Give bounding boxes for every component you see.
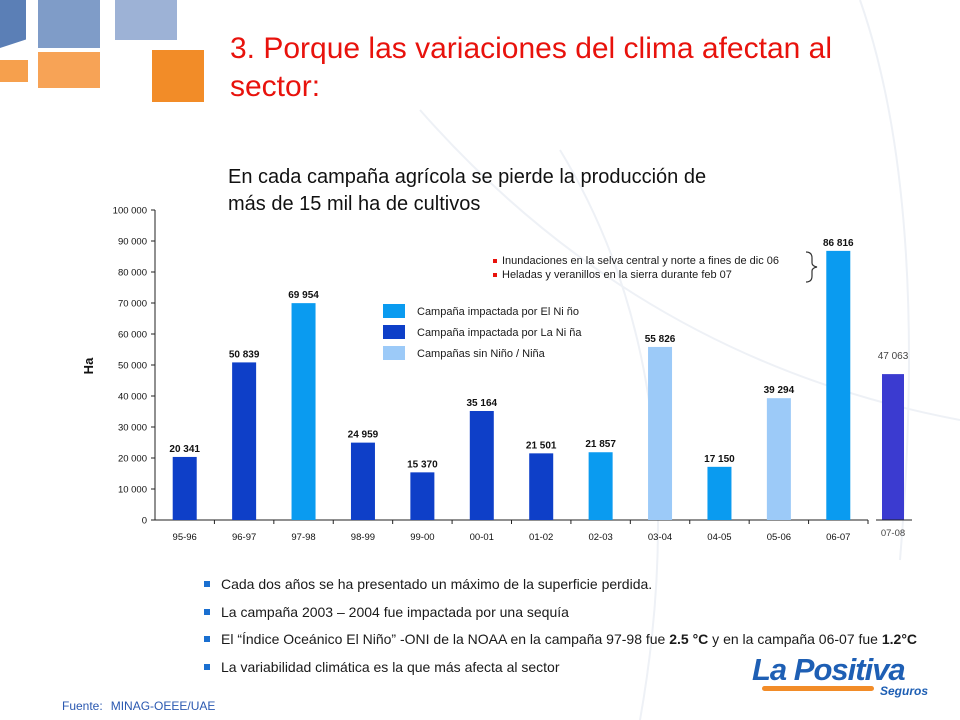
x-tick-label: 01-02 xyxy=(529,532,553,543)
y-tick-label: 0 xyxy=(142,516,147,527)
bar-value-label: 39 294 xyxy=(764,385,795,396)
source-label: Fuente: xyxy=(62,699,103,713)
bullet-marker-icon xyxy=(204,636,210,642)
legend-label: Campaña impactada por El Ni ño xyxy=(417,306,580,318)
annotation-bullet xyxy=(493,273,497,278)
bar xyxy=(648,346,673,520)
bar-value-label: 24 959 xyxy=(348,430,379,441)
y-tick-label: 70 000 xyxy=(118,299,147,310)
x-tick-label: 06-07 xyxy=(826,532,850,543)
y-tick-label: 80 000 xyxy=(118,268,147,279)
x-tick-label: 98-99 xyxy=(351,532,375,543)
bar-extra-value-label: 47 063 xyxy=(878,351,909,362)
x-tick-label: 99-00 xyxy=(410,532,434,543)
bullet-marker-icon xyxy=(204,663,210,670)
bar-value-label: 21 857 xyxy=(585,439,616,450)
bar-value-label: 35 164 xyxy=(466,398,497,409)
bullet-text: El “Índice Oceánico El Niño” -ONI de la … xyxy=(221,631,670,647)
logo-swoosh xyxy=(762,686,874,691)
bullet-text: La campaña 2003 – 2004 fue impactada por… xyxy=(221,603,569,620)
y-tick-label: 30 000 xyxy=(118,423,147,434)
deco-square-orange-1 xyxy=(0,60,28,82)
x-tick-label: 03-04 xyxy=(648,532,672,543)
bullet-text: 2.5 °C xyxy=(669,631,709,647)
bar xyxy=(826,250,851,520)
x-tick-label: 05-06 xyxy=(767,532,791,543)
deco-square-orange-3 xyxy=(152,50,204,102)
y-tick-label: 20 000 xyxy=(118,454,147,465)
bar xyxy=(588,452,613,520)
y-tick-label: 100 000 xyxy=(113,206,147,217)
x-tick-label: 02-03 xyxy=(588,532,612,543)
bar-value-label: 15 370 xyxy=(407,459,438,470)
bar xyxy=(410,472,435,520)
logo-sub-text: Seguros xyxy=(880,684,929,698)
bullet-item: Cada dos años se ha presentado un máximo… xyxy=(204,575,924,593)
source-note: Fuente: MINAG-OEEE/UAE xyxy=(62,699,223,713)
deco-square-blue-3 xyxy=(115,0,177,40)
bar xyxy=(172,456,197,520)
bar-value-label: 21 501 xyxy=(526,440,557,451)
page-title: 3. Porque las variaciones del clima afec… xyxy=(230,32,832,103)
bullet-marker-icon xyxy=(204,608,210,615)
legend-label: Campaña impactada por La Ni ña xyxy=(417,327,582,339)
bar-value-label: 17 150 xyxy=(704,454,735,465)
bar-value-label: 86 816 xyxy=(823,238,854,249)
bullet-text: Cada dos años se ha presentado un máximo… xyxy=(221,576,653,592)
bar xyxy=(529,453,554,520)
annotation-frost: Heladas y veranillos en la sierra durant… xyxy=(493,269,732,282)
bullet-text: 1.2°C xyxy=(881,631,918,647)
y-axis-label: Ha xyxy=(81,357,96,374)
legend-swatch xyxy=(383,346,405,360)
bar xyxy=(232,362,257,520)
y-tick-label: 10 000 xyxy=(118,485,147,496)
deco-square-orange-2 xyxy=(38,52,100,88)
bar-value-label: 50 839 xyxy=(229,349,260,360)
bar-value-label: 69 954 xyxy=(288,290,319,301)
y-tick-label: 60 000 xyxy=(118,330,147,341)
bullet-list: Cada dos años se ha presentado un máximo… xyxy=(204,575,924,685)
x-tick-label: 96-97 xyxy=(232,532,256,543)
bullet-marker-icon xyxy=(204,581,210,587)
deco-square-blue-2 xyxy=(38,0,100,48)
bullet-item: La campaña 2003 – 2004 fue impactada por… xyxy=(204,603,924,621)
legend-label: Campañas sin Niño / Niña xyxy=(417,348,545,360)
company-logo: La Positiva Seguros xyxy=(752,652,942,700)
bar-extra xyxy=(882,374,904,520)
bar xyxy=(291,303,316,520)
bar xyxy=(707,466,732,520)
x-tick-label: 95-96 xyxy=(173,532,197,543)
source-value: MINAG-OEEE/UAE xyxy=(110,699,216,713)
bar xyxy=(350,442,375,520)
bullet-text: La variabilidad climática es la que más … xyxy=(221,658,560,675)
bar-value-label: 55 826 xyxy=(645,334,676,345)
legend-swatch xyxy=(383,304,405,318)
bar xyxy=(766,398,791,520)
y-tick-label: 40 000 xyxy=(118,392,147,403)
bar xyxy=(469,410,494,520)
x-tick-label: 04-05 xyxy=(707,532,731,543)
chart-subtitle: En cada campaña agrícola se pierde la pr… xyxy=(228,166,707,215)
bullet-item: El “Índice Oceánico El Niño” -ONI de la … xyxy=(204,630,924,648)
annotation-floods: Inundaciones en la selva central y norte… xyxy=(493,255,779,268)
annotation-bullet xyxy=(493,259,497,264)
bar-chart: 0 10 000 20 000 30 000 40 000 50 000 60 000 70 … xyxy=(81,206,912,543)
bullet-item: La variabilidad climática es la que más … xyxy=(204,658,924,676)
annotation-brace xyxy=(805,251,818,283)
x-tick-label: 97-98 xyxy=(291,532,315,543)
x-tick-label: 00-01 xyxy=(470,532,494,543)
bar-extra-category-label: 07-08 xyxy=(881,528,905,539)
legend-swatch xyxy=(383,325,405,339)
bar-value-label: 20 341 xyxy=(169,444,200,455)
y-tick-label: 90 000 xyxy=(118,237,147,248)
annotation-text: Heladas y veranillos en la sierra durant… xyxy=(502,269,732,281)
logo-main-text: La Positiva xyxy=(752,652,906,687)
bullet-text: y en la campaña 06-07 fue xyxy=(708,631,882,647)
annotation-text: Inundaciones en la selva central y norte… xyxy=(502,255,780,267)
y-tick-label: 50 000 xyxy=(118,361,147,372)
